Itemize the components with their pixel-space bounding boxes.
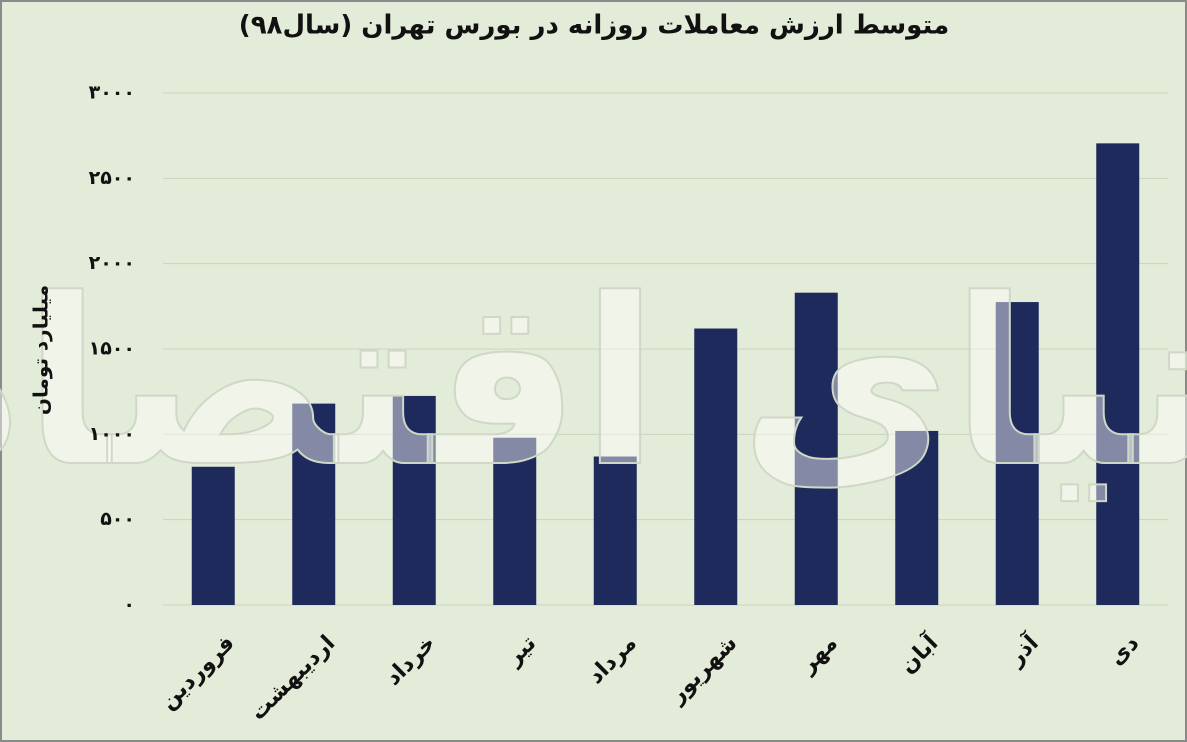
bar: [694, 328, 738, 605]
y-tick-label: ۳۰۰۰: [89, 82, 135, 104]
y-tick-label: ۰: [123, 594, 135, 616]
y-tick-label: ۱۰۰۰: [89, 423, 135, 445]
bar: [794, 292, 838, 605]
bar: [995, 302, 1039, 605]
bar: [292, 403, 336, 605]
bars: [191, 143, 1140, 605]
bar: [895, 430, 939, 605]
y-axis-label: میلیارد تومان: [29, 285, 53, 415]
bar: [191, 466, 235, 605]
y-tick-label: ۲۵۰۰: [89, 167, 135, 189]
chart-title: متوسط ارزش معاملات روزانه در بورس تهران …: [239, 11, 949, 41]
y-tick-label: ۵۰۰: [100, 508, 135, 530]
bar: [1096, 143, 1140, 605]
watermark: دنیای اقتصاد: [0, 251, 1187, 518]
bar: [593, 456, 637, 605]
bar: [493, 437, 537, 605]
bar: [392, 395, 436, 605]
y-tick-label: ۲۰۰۰: [89, 252, 135, 274]
y-tick-label: ۱۵۰۰: [89, 338, 135, 360]
